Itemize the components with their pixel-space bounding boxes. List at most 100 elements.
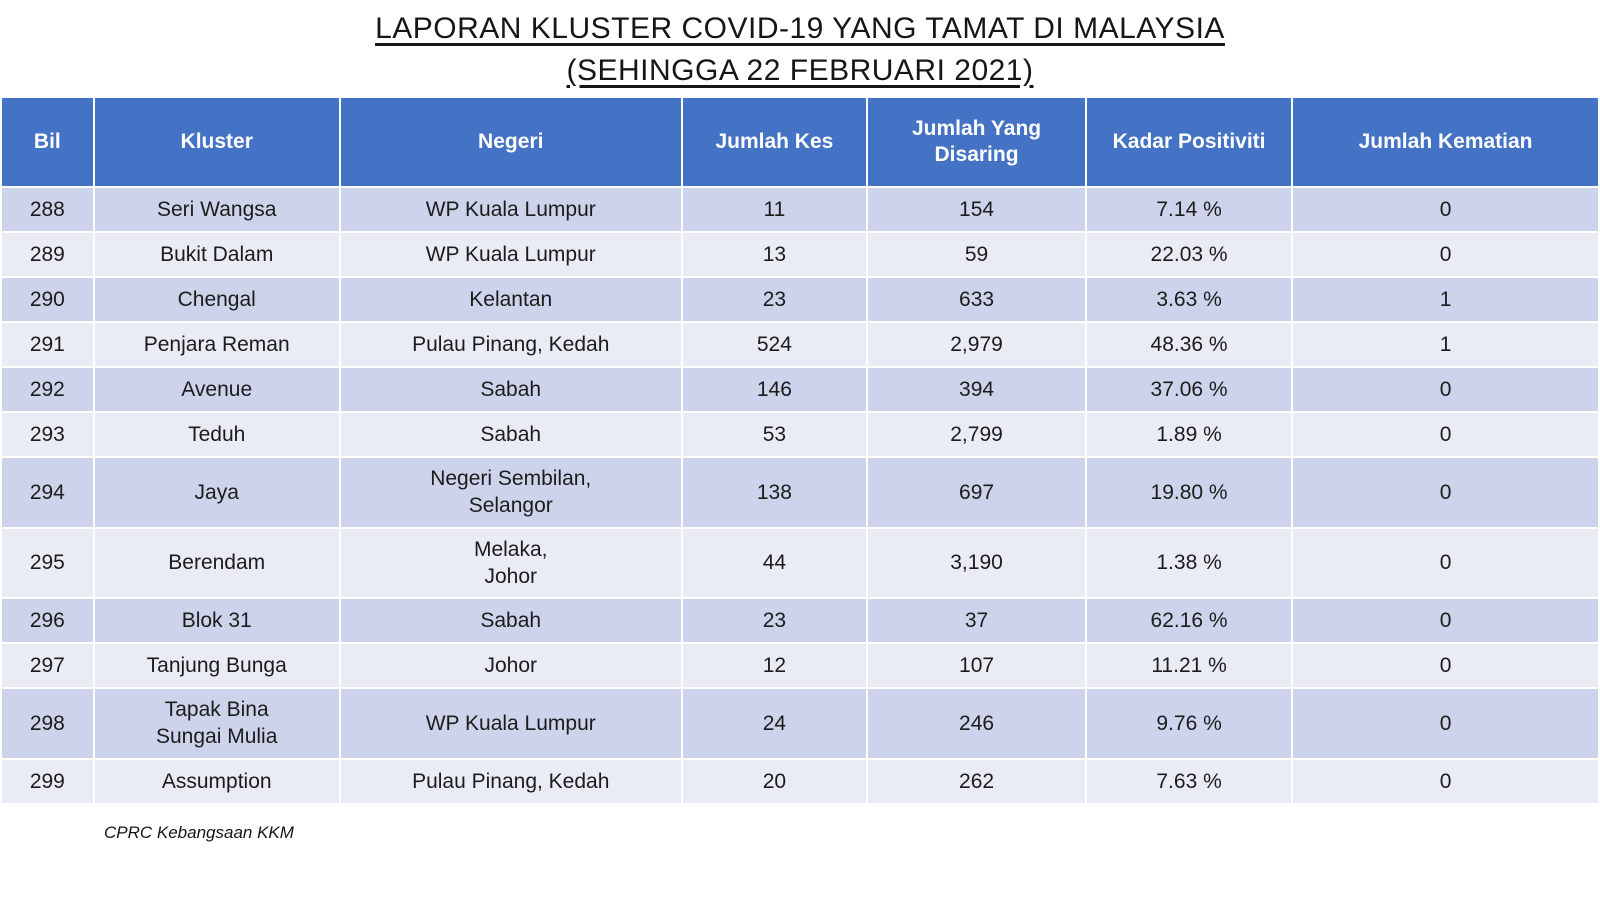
column-header: Jumlah Kes xyxy=(680,96,869,188)
table-cell: 262 xyxy=(866,757,1087,805)
table-cell: 20 xyxy=(680,757,869,805)
table-cell: 48.36 % xyxy=(1084,321,1294,368)
table-cell: 53 xyxy=(680,411,869,458)
table-row: 298 Tapak Bina Sungai Mulia WP Kuala Lumpu… xyxy=(0,687,1600,760)
table-cell: WP Kuala Lumpur xyxy=(338,186,683,233)
table-row: 299 Assumption Pulau Pinang, Kedah 20 262 7.6… xyxy=(0,757,1600,805)
table-cell: 0 xyxy=(1291,526,1600,600)
table-cell: Pulau Pinang, Kedah xyxy=(338,321,683,368)
table-cell: Jaya xyxy=(92,456,341,529)
table-cell: 0 xyxy=(1291,186,1600,233)
column-header: Jumlah Kematian xyxy=(1291,96,1600,188)
table-cell: Tanjung Bunga xyxy=(92,642,341,690)
table-cell: 44 xyxy=(680,526,869,600)
table-cell: 291 xyxy=(0,321,95,368)
table-row: 294 Jaya Negeri Sembilan, Selangor 138 697 19… xyxy=(0,456,1600,529)
table-cell: 524 xyxy=(680,321,869,368)
table-cell: 0 xyxy=(1291,597,1600,645)
cluster-table: Bil Kluster Negeri Jumlah Kes Jumlah Yang Di… xyxy=(0,96,1600,805)
table-cell: WP Kuala Lumpur xyxy=(338,687,683,760)
table-cell: 0 xyxy=(1291,757,1600,805)
table-cell: 633 xyxy=(866,276,1087,323)
table-cell: 3.63 % xyxy=(1084,276,1294,323)
page-title: LAPORAN KLUSTER COVID-19 YANG TAMAT DI M… xyxy=(0,0,1600,96)
table-cell: 154 xyxy=(866,186,1087,233)
table-cell: 292 xyxy=(0,366,95,413)
table-row: 296 Blok 31 Sabah 23 37 62.16 % 0 xyxy=(0,597,1600,645)
table-cell: 0 xyxy=(1291,642,1600,690)
table-cell: 293 xyxy=(0,411,95,458)
table-cell: 11.21 % xyxy=(1084,642,1294,690)
table-cell: 0 xyxy=(1291,687,1600,760)
table-cell: Teduh xyxy=(92,411,341,458)
table-cell: 59 xyxy=(866,231,1087,278)
table-cell: Bukit Dalam xyxy=(92,231,341,278)
column-header: Jumlah Yang Disaring xyxy=(866,96,1087,188)
table-cell: 23 xyxy=(680,597,869,645)
table-cell: 0 xyxy=(1291,231,1600,278)
table-cell: Berendam xyxy=(92,526,341,600)
table-cell: 2,979 xyxy=(866,321,1087,368)
table-row: 293 Teduh Sabah 53 2,799 1.89 % 0 xyxy=(0,411,1600,458)
table-cell: 0 xyxy=(1291,456,1600,529)
table-cell: Negeri Sembilan, Selangor xyxy=(338,456,683,529)
table-cell: Tapak Bina Sungai Mulia xyxy=(92,687,341,760)
table-row: 289 Bukit Dalam WP Kuala Lumpur 13 59 22.03 %… xyxy=(0,231,1600,278)
table-cell: 299 xyxy=(0,757,95,805)
table-cell: Sabah xyxy=(338,366,683,413)
table-cell: 697 xyxy=(866,456,1087,529)
table-cell: 297 xyxy=(0,642,95,690)
table-cell: 1 xyxy=(1291,276,1600,323)
column-header: Bil xyxy=(0,96,95,188)
table-cell: Pulau Pinang, Kedah xyxy=(338,757,683,805)
table-cell: 22.03 % xyxy=(1084,231,1294,278)
table-cell: 2,799 xyxy=(866,411,1087,458)
table-cell: Melaka, Johor xyxy=(338,526,683,600)
table-cell: 37 xyxy=(866,597,1087,645)
table-cell: 7.14 % xyxy=(1084,186,1294,233)
table-cell: 11 xyxy=(680,186,869,233)
table-row: 297 Tanjung Bunga Johor 12 107 11.21 % 0 xyxy=(0,642,1600,690)
table-cell: WP Kuala Lumpur xyxy=(338,231,683,278)
column-header: Kluster xyxy=(92,96,341,188)
table-cell: Avenue xyxy=(92,366,341,413)
table-cell: Chengal xyxy=(92,276,341,323)
table-cell: 1.89 % xyxy=(1084,411,1294,458)
table-cell: 19.80 % xyxy=(1084,456,1294,529)
table-row: 295 Berendam Melaka, Johor 44 3,190 1.38 % 0 xyxy=(0,526,1600,600)
column-header: Kadar Positiviti xyxy=(1084,96,1294,188)
table-cell: Sabah xyxy=(338,411,683,458)
table-cell: 107 xyxy=(866,642,1087,690)
table-cell: Kelantan xyxy=(338,276,683,323)
table-cell: Assumption xyxy=(92,757,341,805)
table-cell: Johor xyxy=(338,642,683,690)
table-header-row: Bil Kluster Negeri Jumlah Kes Jumlah Yang Di… xyxy=(0,96,1600,188)
table-cell: 246 xyxy=(866,687,1087,760)
table-cell: 0 xyxy=(1291,366,1600,413)
table-cell: 23 xyxy=(680,276,869,323)
table-cell: Seri Wangsa xyxy=(92,186,341,233)
table-row: 291 Penjara Reman Pulau Pinang, Kedah 524 2,… xyxy=(0,321,1600,368)
table-cell: 146 xyxy=(680,366,869,413)
table-cell: 24 xyxy=(680,687,869,760)
table-cell: 37.06 % xyxy=(1084,366,1294,413)
table-cell: 296 xyxy=(0,597,95,645)
column-header: Negeri xyxy=(338,96,683,188)
table-cell: 294 xyxy=(0,456,95,529)
table-cell: Blok 31 xyxy=(92,597,341,645)
table-cell: 12 xyxy=(680,642,869,690)
table-cell: 288 xyxy=(0,186,95,233)
table-cell: 295 xyxy=(0,526,95,600)
table-body: 288 Seri Wangsa WP Kuala Lumpur 11 154 7.14 %… xyxy=(0,186,1600,805)
table-row: 288 Seri Wangsa WP Kuala Lumpur 11 154 7.14 %… xyxy=(0,186,1600,233)
table-cell: 9.76 % xyxy=(1084,687,1294,760)
table-row: 292 Avenue Sabah 146 394 37.06 % 0 xyxy=(0,366,1600,413)
title-line1: LAPORAN KLUSTER COVID-19 YANG TAMAT DI M… xyxy=(375,12,1225,45)
table-cell: 1.38 % xyxy=(1084,526,1294,600)
table-cell: 3,190 xyxy=(866,526,1087,600)
table-cell: 289 xyxy=(0,231,95,278)
table-cell: 0 xyxy=(1291,411,1600,458)
table-row: 290 Chengal Kelantan 23 633 3.63 % 1 xyxy=(0,276,1600,323)
table-cell: 7.63 % xyxy=(1084,757,1294,805)
